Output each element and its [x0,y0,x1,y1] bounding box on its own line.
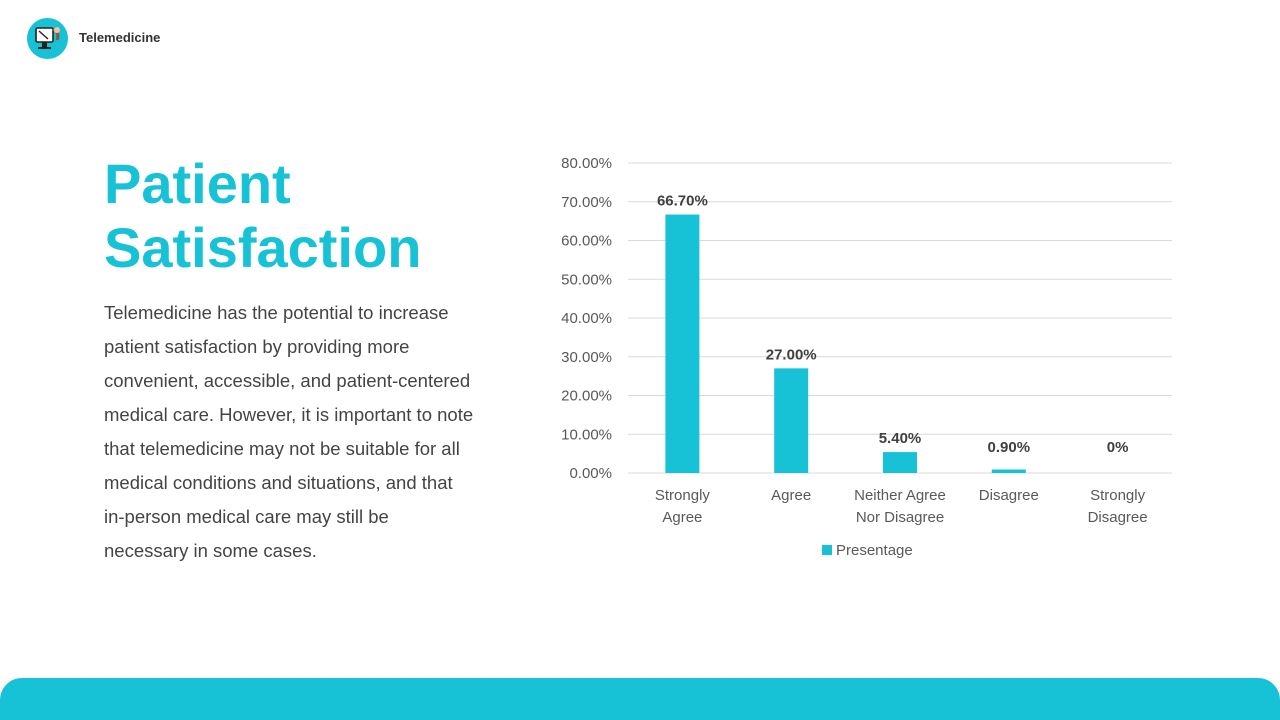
y-tick-label: 70.00% [561,194,612,211]
y-tick-label: 60.00% [561,233,612,250]
bar [665,214,700,473]
page-title: Patient Satisfaction [104,152,504,280]
data-label: 27.00% [766,346,817,363]
x-tick-label: Disagree [979,487,1039,504]
logo [27,18,68,59]
bar [883,452,917,473]
y-tick-label: 20.00% [561,388,612,405]
x-tick-label: Neither Agree [854,487,946,504]
legend-swatch [822,545,832,555]
data-label: 66.70% [657,193,708,210]
telemedicine-monitor-icon [35,27,60,49]
y-tick-label: 40.00% [561,310,612,327]
y-tick-label: 80.00% [561,155,612,172]
title-line-1: Patient [104,152,291,215]
y-tick-label: 50.00% [561,271,612,288]
bar [991,469,1026,473]
data-label: 0% [1107,439,1129,456]
y-tick-label: 30.00% [561,349,612,366]
data-label: 5.40% [879,430,922,447]
x-tick-label: Agree [662,509,702,526]
y-tick-label: 0.00% [569,465,612,482]
legend-label: Presentage [836,542,913,559]
data-label: 0.90% [988,439,1031,456]
bar [774,368,809,473]
brand-name: Telemedicine [79,30,161,45]
x-tick-label: Agree [771,487,811,504]
title-line-2: Satisfaction [104,216,422,279]
x-tick-label: Strongly [1090,487,1146,504]
footer-band [0,678,1280,720]
description-text: Telemedicine has the potential to increa… [104,302,474,561]
bar-chart: 0.00% 10.00% 20.00% 30.00% 40.00% 50.00% 60.00… [561,155,1172,559]
x-tick-label: Strongly [655,487,711,504]
x-tick-label: Nor Disagree [856,509,944,526]
x-tick-label: Disagree [1088,509,1148,526]
y-tick-label: 10.00% [561,426,612,443]
